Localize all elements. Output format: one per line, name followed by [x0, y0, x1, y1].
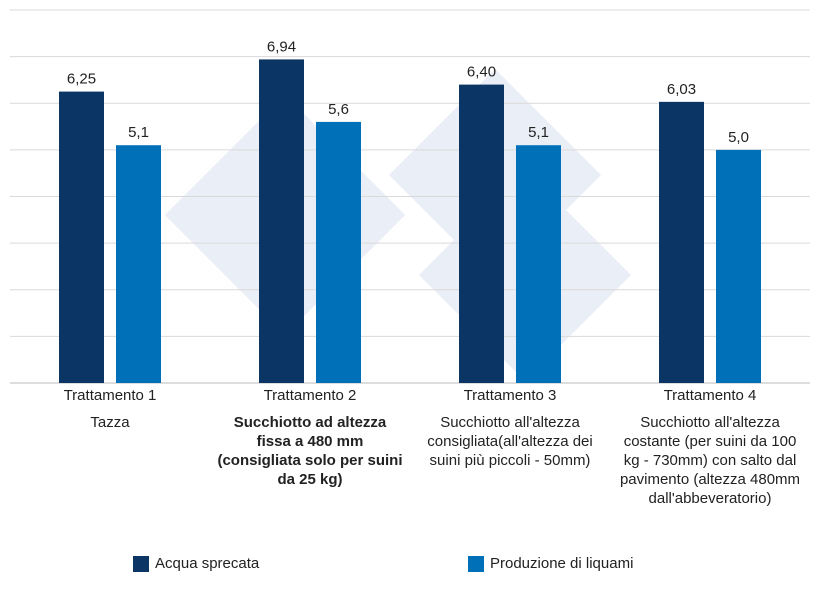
value-label: 5,0 — [728, 129, 749, 146]
x-tick-label: Trattamento 4 — [664, 387, 757, 404]
x-tick-label: Trattamento 3 — [464, 387, 557, 404]
bar — [259, 59, 304, 384]
bar — [59, 91, 104, 383]
legend-item: Produzione di liquami — [468, 555, 633, 572]
value-label: 5,1 — [128, 124, 149, 141]
value-label: 6,94 — [267, 38, 296, 55]
bar — [516, 145, 561, 383]
value-label: 5,6 — [328, 101, 349, 118]
bar — [316, 121, 361, 384]
bar — [459, 84, 504, 383]
value-label: 5,1 — [528, 124, 549, 141]
bar — [659, 101, 704, 383]
value-label: 6,40 — [467, 64, 496, 81]
bar — [716, 149, 761, 383]
legend-label: Acqua sprecata — [155, 555, 260, 572]
legend-swatch — [468, 555, 484, 572]
bar — [116, 145, 161, 383]
value-label: 6,03 — [667, 81, 696, 98]
value-label: 6,25 — [67, 71, 96, 88]
legend-label: Produzione di liquami — [490, 555, 634, 572]
category-description: Succhiotto ad altezza fissa a 480 mm (co… — [217, 414, 403, 488]
category-description: Succhiotto all'altezza costante (per sui… — [619, 414, 801, 507]
x-tick-label: Trattamento 1 — [64, 387, 157, 404]
category-description: Succhiotto all'altezza consigliata(all'a… — [427, 414, 593, 469]
x-tick-label: Trattamento 2 — [264, 387, 357, 404]
legend-swatch — [133, 555, 149, 572]
category-description: Tazza — [90, 414, 130, 431]
watermark — [164, 68, 632, 382]
legend-item: Acqua sprecata — [133, 555, 259, 572]
